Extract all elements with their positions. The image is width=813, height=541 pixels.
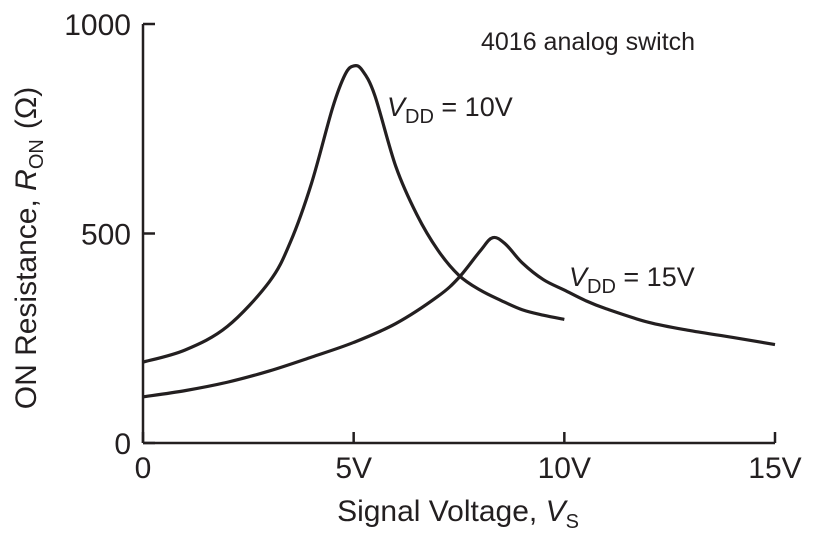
y-axis-title-subscript: ON — [26, 139, 48, 169]
y-axis-title: ON Resistance, RON (Ω) — [10, 87, 48, 410]
x-ticks: 0 5V 10V 15V — [135, 432, 802, 485]
y-tick-label: 500 — [81, 219, 131, 252]
chart-title: 4016 analog switch — [481, 28, 695, 56]
y-tick-label: 1000 — [64, 9, 131, 42]
series-label-vdd10-symbol: V — [387, 92, 408, 122]
y-ticks: 0 500 1000 — [64, 9, 155, 461]
series-layer — [142, 63, 776, 399]
series-label-vdd10-subscript: DD — [405, 106, 434, 128]
y-axis-title-unit: (Ω) — [10, 87, 43, 129]
x-tick-label: 10V — [538, 452, 591, 485]
y-axis-title-symbol: R — [10, 169, 43, 191]
x-axis-title-main: Signal Voltage, — [337, 495, 546, 528]
series-label-vdd15-subscript: DD — [587, 276, 616, 298]
x-tick-label: 15V — [748, 452, 801, 485]
series-line-vdd10 — [142, 63, 565, 364]
x-axis-title-symbol: V — [546, 495, 569, 528]
series-label-vdd10: VDD = 10V — [387, 92, 513, 128]
series-line-vdd15 — [142, 235, 776, 399]
series-label-vdd15: VDD = 15V — [569, 262, 695, 298]
series-label-vdd15-symbol: V — [569, 262, 590, 292]
x-tick-label: 0 — [135, 452, 152, 485]
series-label-vdd15-value: = 15V — [616, 262, 695, 292]
y-tick-label: 0 — [114, 428, 131, 461]
x-tick-label: 5V — [335, 452, 372, 485]
x-axis-title-subscript: S — [566, 511, 579, 533]
y-axis-title-main: ON Resistance, — [10, 191, 43, 409]
x-axis-title: Signal Voltage, VS — [337, 495, 579, 533]
series-label-vdd10-value: = 10V — [434, 92, 513, 122]
